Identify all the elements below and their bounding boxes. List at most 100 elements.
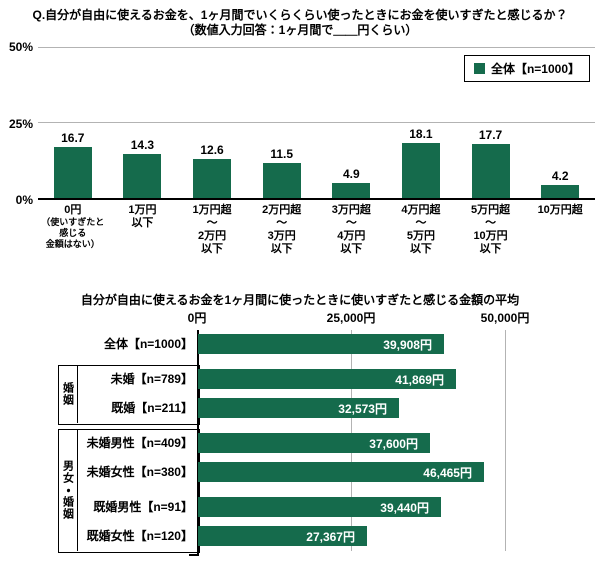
category-line: 1万円超	[177, 204, 247, 217]
category-line: 以下	[108, 217, 178, 230]
bar-value-label: 39,440円	[380, 499, 441, 516]
row-bars: 39,908円	[198, 330, 510, 359]
bar-slot: 16.7	[38, 48, 108, 198]
bar	[332, 183, 370, 198]
category-line: ～	[317, 217, 387, 230]
x-axis-tick-label: 25,000円	[327, 309, 376, 326]
top-chart-categories: 0円（使いすぎたと感じる金額はない）1万円以下1万円超～2万円以下2万円超～3万…	[38, 204, 595, 256]
bar	[541, 185, 579, 198]
bar-value-label: 4.2	[552, 169, 569, 183]
bar: 39,908円	[198, 334, 444, 354]
bar	[402, 143, 440, 198]
group-label	[58, 330, 78, 359]
category-line: 5万円超	[456, 204, 526, 217]
category-line: 4万円	[317, 230, 387, 243]
bar-value-label: 14.3	[131, 138, 154, 152]
category-line: 2万円超	[247, 204, 317, 217]
bar: 37,600円	[198, 433, 430, 453]
bar-slot: 4.9	[317, 48, 387, 198]
legend-swatch-icon	[474, 63, 485, 74]
bar-track: 32,573円	[198, 394, 510, 423]
category-line: 以下	[317, 243, 387, 256]
legend: 全体【n=1000】	[464, 55, 590, 82]
y-axis-tick-label: 50%	[0, 40, 33, 54]
x-axis-tick-label: 50,000円	[481, 309, 530, 326]
category-line: 2万円	[177, 230, 247, 243]
bar	[263, 163, 301, 198]
bar-value-label: 16.7	[61, 131, 84, 145]
category-label: 3万円超～4万円以下	[317, 204, 387, 256]
bar-value-label: 37,600円	[369, 435, 430, 452]
category-line: ～	[456, 217, 526, 230]
bar	[193, 159, 231, 198]
category-label: 1万円超～2万円以下	[177, 204, 247, 256]
category-label: 10万円超	[525, 204, 595, 256]
bar-value-label: 12.6	[200, 143, 223, 157]
category-label: 2万円超～3万円以下	[247, 204, 317, 256]
row-labels: 未婚男性【n=409】未婚女性【n=380】既婚男性【n=91】既婚女性【n=1…	[78, 429, 198, 551]
category-line: ～	[386, 217, 456, 230]
top-chart-subtitle: （数値入力回答：1ヶ月間で＿＿円くらい）	[0, 21, 600, 38]
bar-value-label: 18.1	[409, 127, 432, 141]
category-line: 10万円	[456, 230, 526, 243]
bar-value-label: 32,573円	[338, 400, 399, 417]
bar-value-label: 46,465円	[423, 464, 484, 481]
bar-value-label: 11.5	[270, 147, 293, 161]
row-labels: 全体【n=1000】	[78, 330, 198, 359]
row-label: 既婚女性【n=120】	[78, 522, 198, 551]
group-label: 婚姻	[58, 365, 78, 423]
category-line: 0円	[38, 204, 108, 217]
bar: 32,573円	[198, 398, 399, 418]
bar-track: 39,440円	[198, 493, 510, 522]
row-label: 既婚【n=211】	[78, 394, 198, 423]
bar: 41,869円	[198, 369, 456, 389]
bar-track: 41,869円	[198, 365, 510, 394]
category-line: 以下	[456, 243, 526, 256]
category-line: 1万円	[108, 204, 178, 217]
row-label: 全体【n=1000】	[78, 330, 198, 359]
bar-track: 39,908円	[198, 330, 510, 359]
bar: 39,440円	[198, 497, 441, 517]
category-subline: （使いすぎたと	[38, 217, 108, 228]
bar-track: 46,465円	[198, 458, 510, 487]
row-label: 未婚男性【n=409】	[78, 429, 198, 458]
category-line: 以下	[177, 243, 247, 256]
row-labels: 未婚【n=789】既婚【n=211】	[78, 365, 198, 423]
bar: 46,465円	[198, 462, 484, 482]
category-subline: 金額はない）	[38, 239, 108, 250]
category-line: 3万円	[247, 230, 317, 243]
category-label: 0円（使いすぎたと感じる金額はない）	[38, 204, 108, 256]
row-label: 未婚【n=789】	[78, 365, 198, 394]
category-label: 5万円超～10万円以下	[456, 204, 526, 256]
bar-track: 27,367円	[198, 522, 510, 551]
group-label-text: 男女・婚姻	[60, 460, 76, 520]
top-bar-chart: Q.自分が自由に使えるお金を、1ヶ月間でいくらくらい使ったときにお金を使いすぎた…	[0, 0, 600, 285]
row-bars: 41,869円 32,573円	[198, 365, 510, 423]
bar: 27,367円	[198, 526, 367, 546]
bar-slot: 14.3	[108, 48, 178, 198]
category-line: 3万円超	[317, 204, 387, 217]
bar	[123, 154, 161, 198]
category-line: ～	[177, 217, 247, 230]
y-axis-tick-label: 0%	[0, 193, 33, 207]
bar	[472, 144, 510, 198]
row-label: 未婚女性【n=380】	[78, 458, 198, 487]
row-group: 婚姻未婚【n=789】既婚【n=211】41,869円 32,573円	[0, 365, 600, 423]
row-label: 既婚男性【n=91】	[78, 493, 198, 522]
row-bars: 37,600円 46,465円 39,440円 27,367円	[198, 429, 510, 551]
bar-slot: 12.6	[177, 48, 247, 198]
category-line: 4万円超	[386, 204, 456, 217]
bar-slot: 18.1	[386, 48, 456, 198]
x-axis-tick-label: 0円	[188, 309, 207, 326]
category-line: 10万円超	[525, 204, 595, 217]
y-axis-tick-label: 25%	[0, 117, 33, 131]
bottom-chart-title: 自分が自由に使えるお金を1ヶ月間に使ったときに使いすぎたと感じる金額の平均	[0, 291, 600, 308]
bar	[54, 147, 92, 198]
bar-slot: 11.5	[247, 48, 317, 198]
category-line: ～	[247, 217, 317, 230]
group-label-text: 婚姻	[60, 382, 76, 406]
bottom-axis-labels: 0円 25,000円 50,000円	[0, 309, 600, 325]
bar-value-label: 27,367円	[306, 528, 367, 545]
bar-value-label: 17.7	[479, 128, 502, 142]
category-line: 以下	[386, 243, 456, 256]
